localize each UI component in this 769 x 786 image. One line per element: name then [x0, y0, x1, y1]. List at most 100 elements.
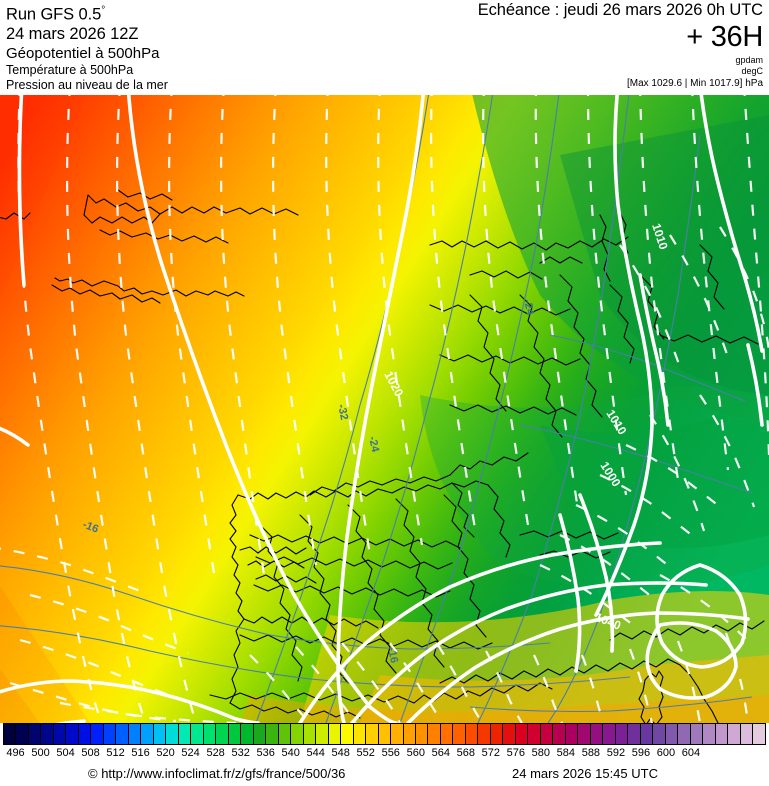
colorbar-swatch: [4, 724, 17, 744]
colorbar-swatch: [216, 724, 229, 744]
colorbar-tick: 604: [681, 747, 701, 759]
colorbar-swatch: [665, 724, 679, 744]
header-left-block: Run GFS 0.5° 24 mars 2026 12Z Géopotenti…: [6, 1, 168, 93]
isotherm-label-minus16b: -16: [385, 646, 400, 664]
colorbar-tick: 536: [256, 747, 275, 759]
colorbar-swatch: [703, 724, 716, 744]
geopotential-colorbar[interactable]: [3, 723, 766, 745]
isotherm-label-minus16: -16: [81, 519, 100, 536]
colorbar-tick: 548: [331, 747, 350, 759]
run-date-label: 24 mars 2026 12Z: [6, 24, 139, 43]
isotherm-label-minus32: -32: [335, 403, 350, 421]
model-run-label: Run GFS 0.5: [6, 5, 102, 24]
colorbar-swatch: [640, 724, 654, 744]
colorbar-swatch: [490, 724, 504, 744]
map-footer: © http://www.infoclimat.fr/z/gfs/france/…: [0, 763, 769, 786]
colorbar-swatch: [166, 724, 179, 744]
colorbar-swatch: [203, 724, 217, 744]
colorbar-tick: 504: [56, 747, 75, 759]
colorbar-swatch: [103, 724, 117, 744]
colorbar-swatch: [328, 724, 342, 744]
colorbar-swatch: [403, 724, 416, 744]
colorbar-tick: 572: [481, 747, 500, 759]
colorbar-tick: 560: [406, 747, 425, 759]
colorbar-swatch: [428, 724, 441, 744]
colorbar-swatch: [391, 724, 404, 744]
colorbar-swatch: [266, 724, 279, 744]
map-svg: 1010 1020 1010 1000 1040 -32 -24 -24 -16…: [0, 95, 769, 723]
colorbar-tick: 552: [356, 747, 375, 759]
isobar-lines: [0, 95, 764, 723]
weather-map-canvas[interactable]: 1010 1020 1010 1000 1040 -32 -24 -24 -16…: [0, 95, 769, 723]
colorbar-tick: 556: [381, 747, 400, 759]
colorbar-swatch: [53, 724, 67, 744]
colorbar-swatch: [153, 724, 167, 744]
colorbar-tick: 544: [306, 747, 325, 759]
colorbar-swatch: [253, 724, 267, 744]
colorbar-swatch: [740, 724, 754, 744]
colorbar-tick: 532: [231, 747, 250, 759]
colorbar-swatch: [603, 724, 616, 744]
colorbar-tick: 508: [81, 747, 100, 759]
colorbar-swatch: [341, 724, 354, 744]
colorbar-swatch: [378, 724, 392, 744]
colorbar-tick: 528: [206, 747, 225, 759]
colorbar-swatch: [540, 724, 554, 744]
colorbar-tick: 588: [581, 747, 601, 759]
source-credit-link[interactable]: © http://www.infoclimat.fr/z/gfs/france/…: [88, 766, 346, 781]
colorbar-swatch: [515, 724, 529, 744]
colorbar-swatch: [753, 724, 765, 744]
colorbar-tick: 496: [6, 747, 25, 759]
isotherm-label-minus24: -24: [366, 435, 381, 454]
colorbar-swatch: [528, 724, 541, 744]
colorbar-swatch: [478, 724, 491, 744]
map-layers: 1010 1020 1010 1000 1040 -32 -24 -24 -16…: [0, 95, 769, 723]
isotherm-label-minus32b: -24: [521, 298, 536, 317]
colorbar-swatch: [178, 724, 192, 744]
colorbar-swatch: [303, 724, 317, 744]
colorbar-swatch: [728, 724, 741, 744]
colorbar-swatch: [578, 724, 591, 744]
colorbar-tick: 540: [281, 747, 300, 759]
isotherm-labels: -32 -24 -24 -16 -16: [81, 298, 536, 664]
colorbar-swatch: [241, 724, 254, 744]
colorbar-swatch: [66, 724, 79, 744]
colorbar-swatch: [715, 724, 729, 744]
colorbar-swatch: [366, 724, 379, 744]
colorbar-tick: 512: [106, 747, 125, 759]
degree-symbol: °: [101, 5, 106, 16]
colorbar-swatch: [316, 724, 329, 744]
colorbar-tick: 500: [31, 747, 50, 759]
param-pressure-label: Pression au niveau de la mer: [6, 77, 168, 92]
colorbar-swatch: [465, 724, 479, 744]
colorbar-swatch: [28, 724, 42, 744]
colorbar-swatch: [78, 724, 92, 744]
colorbar-swatch: [628, 724, 641, 744]
unit-gpdam-label: gpdam: [735, 55, 763, 65]
colorbar-swatch: [590, 724, 604, 744]
colorbar-swatch: [128, 724, 142, 744]
colorbar-swatch: [91, 724, 104, 744]
colorbar-swatch: [453, 724, 466, 744]
colorbar-swatch: [440, 724, 454, 744]
green-reinforcement: [420, 95, 769, 590]
colorbar-tick: 576: [506, 747, 526, 759]
dashed-contours: [0, 95, 769, 723]
colorbar-swatch: [278, 724, 292, 744]
colorbar-tick: 584: [556, 747, 576, 759]
colorbar-swatch: [141, 724, 154, 744]
lead-time-label: + 36H: [686, 21, 763, 53]
colorbar-swatch: [16, 724, 29, 744]
colorbar-swatch: [228, 724, 242, 744]
param-temperature-label: Température à 500hPa: [6, 62, 134, 77]
pressure-minmax-label: [Max 1029.6 | Min 1017.9] hPa: [626, 78, 763, 89]
colorbar-swatch: [116, 724, 129, 744]
colorbar-tick: 596: [631, 747, 651, 759]
colorbar-swatch: [678, 724, 691, 744]
colorbar-swatch: [553, 724, 566, 744]
colorbar-swatch: [353, 724, 367, 744]
param-geopotential-label: Géopotentiel à 500hPa: [6, 44, 160, 62]
colorbar-swatch: [415, 724, 429, 744]
unit-degc-label: degC: [741, 66, 763, 76]
